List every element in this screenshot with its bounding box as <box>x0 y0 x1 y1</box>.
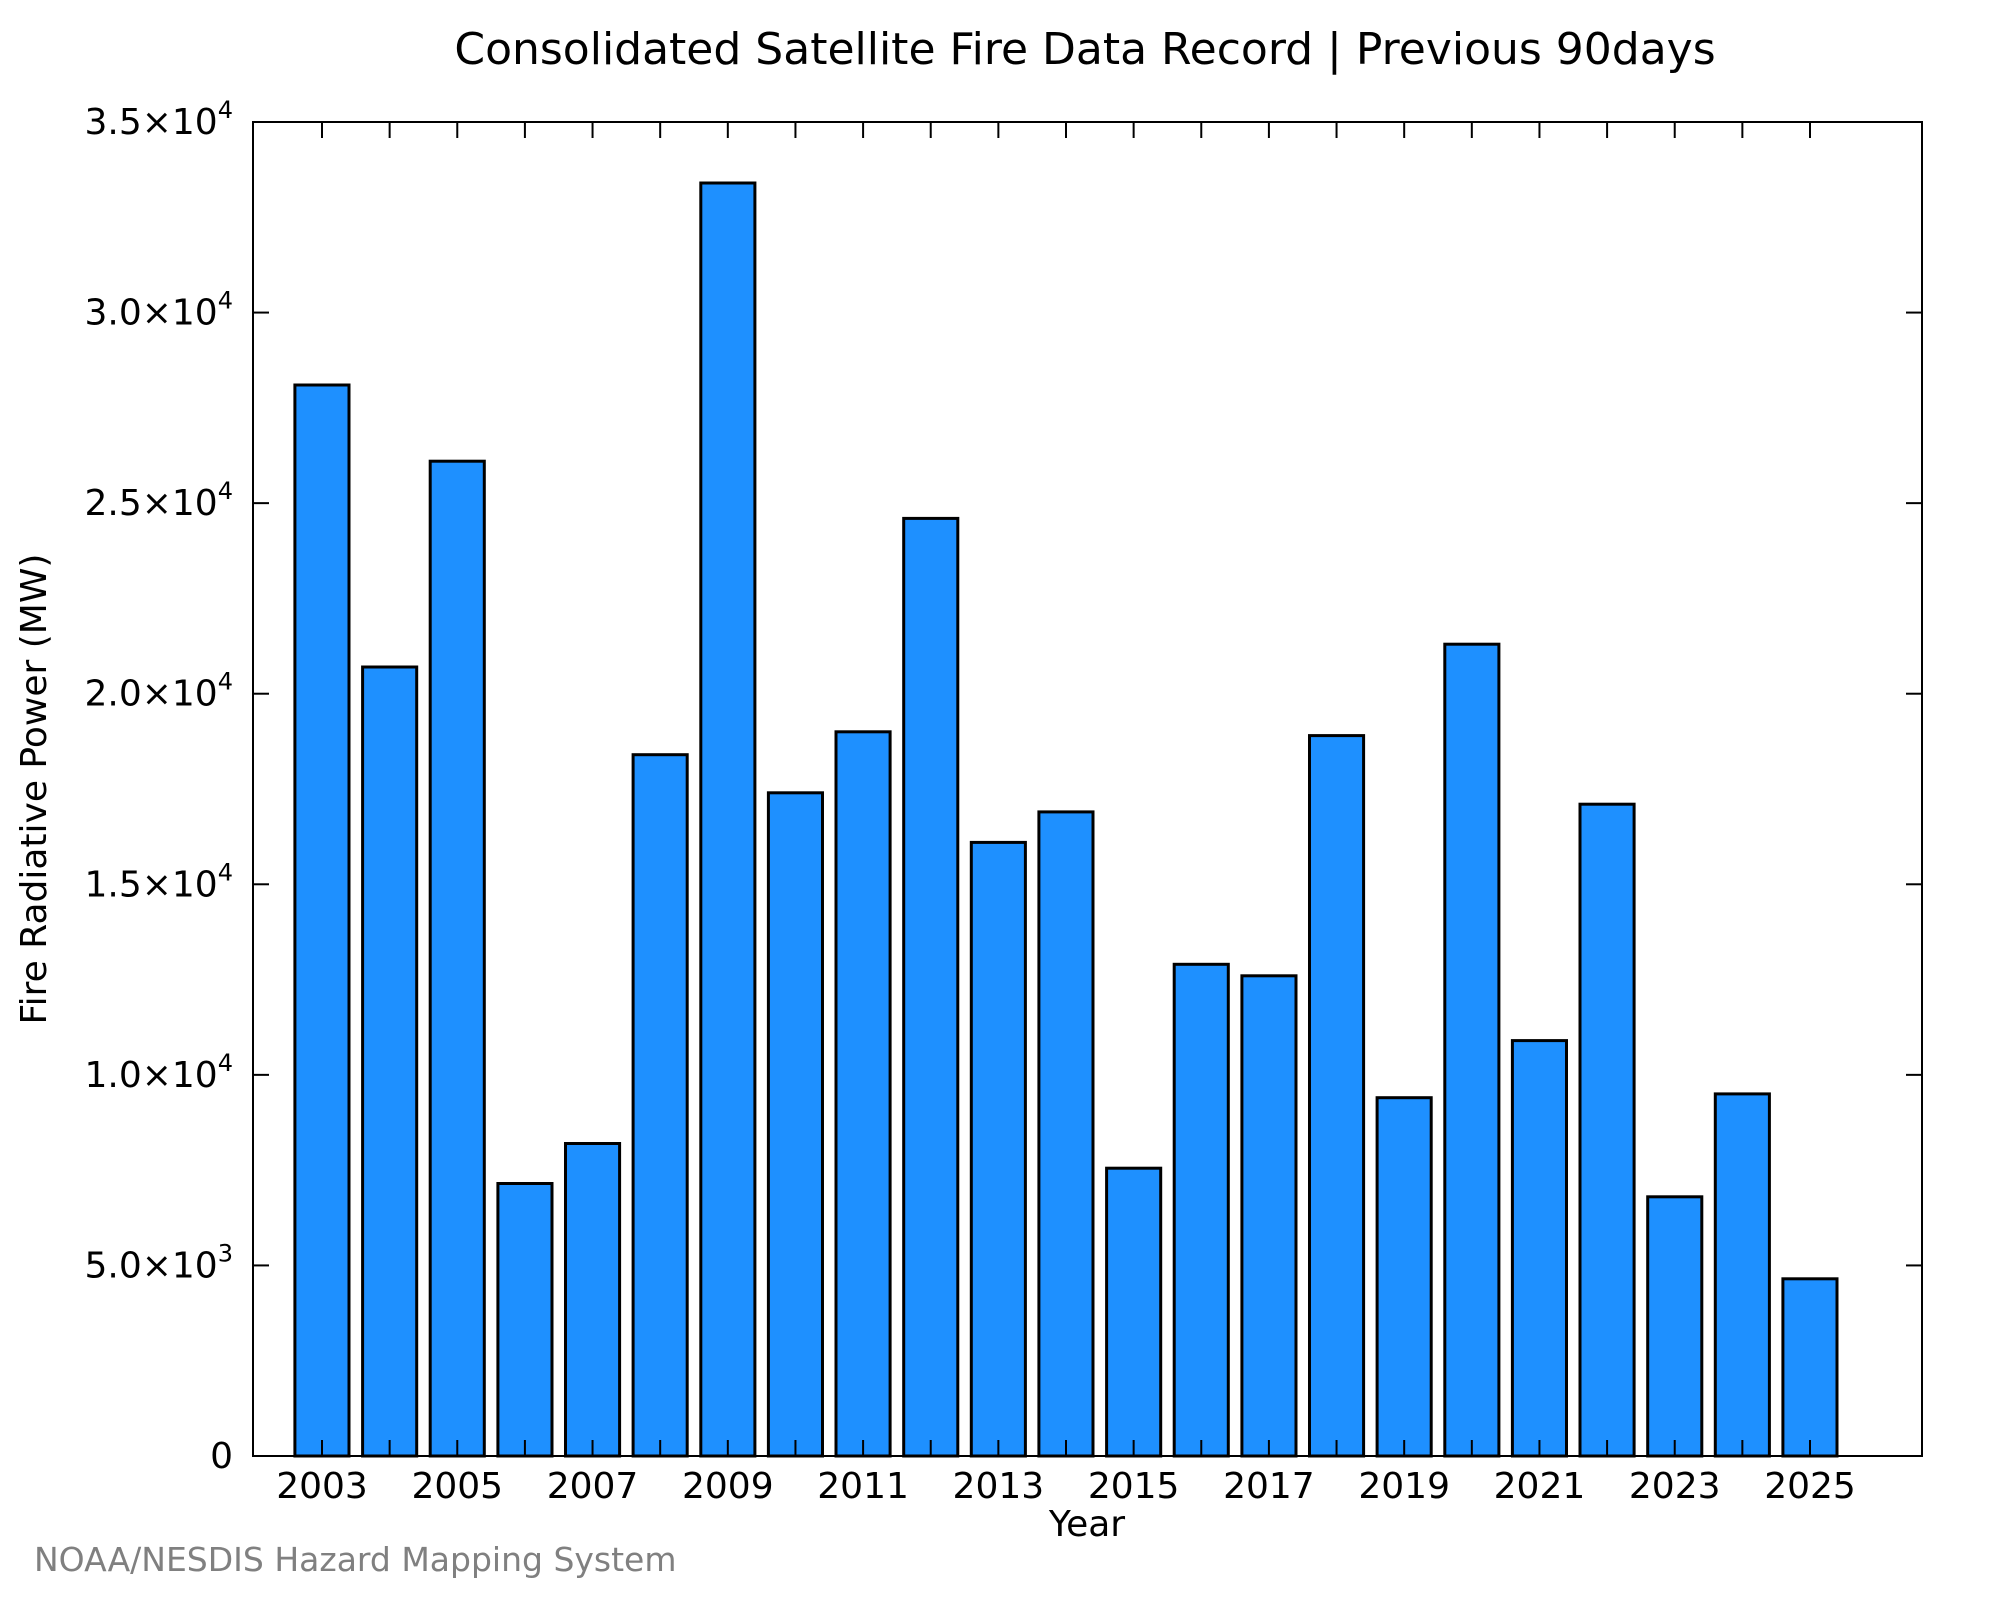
bar-2011 <box>834 730 892 1458</box>
bar-2024 <box>1713 1092 1771 1458</box>
x-tick-label-2011: 2011 <box>817 1466 909 1507</box>
x-tick-label-2017: 2017 <box>1223 1466 1315 1507</box>
bar-2021 <box>1510 1039 1569 1458</box>
bar-2010 <box>766 791 825 1458</box>
bar-2017 <box>1240 974 1298 1458</box>
y-tick-label: 0 <box>210 1436 233 1477</box>
y-tick-label: 1.5×104 <box>84 858 233 905</box>
x-tick-label-2003: 2003 <box>276 1466 368 1507</box>
bar-2004 <box>361 665 419 1458</box>
x-tick-label-2007: 2007 <box>547 1466 639 1507</box>
y-tick-label: 1.0×104 <box>84 1049 233 1096</box>
y-tick-label: 3.5×104 <box>84 96 233 143</box>
bar-2016 <box>1172 962 1230 1458</box>
x-tick-label-2023: 2023 <box>1629 1466 1721 1507</box>
x-tick-label-2005: 2005 <box>411 1466 503 1507</box>
bar-2025 <box>1781 1277 1839 1458</box>
y-tick-label: 2.5×104 <box>84 477 233 524</box>
bar-2018 <box>1308 734 1366 1458</box>
x-tick-label-2021: 2021 <box>1494 1466 1586 1507</box>
y-tick-label: 3.0×104 <box>84 287 233 334</box>
bar-2012 <box>902 516 960 1458</box>
bar-2003 <box>293 383 351 1458</box>
y-axis: 0 5.0×103 1.0×104 1.5×104 2.0×104 2.5×104 3.0×… <box>84 96 1922 1477</box>
bar-2015 <box>1105 1166 1163 1458</box>
x-tick-label-2025: 2025 <box>1764 1466 1856 1507</box>
y-tick-label: 2.0×104 <box>84 668 233 715</box>
chart-title: Consolidated Satellite Fire Data Record … <box>454 24 1715 75</box>
bar-2008 <box>631 753 689 1458</box>
x-tick-label-2019: 2019 <box>1358 1466 1450 1507</box>
x-axis-label: Year <box>1048 1504 1125 1545</box>
bar-2023 <box>1646 1195 1704 1458</box>
y-tick-label: 5.0×103 <box>84 1239 233 1286</box>
bar-2020 <box>1443 642 1501 1458</box>
bar-2014 <box>1037 810 1095 1458</box>
bar-2007 <box>564 1142 622 1458</box>
bar-2006 <box>496 1182 554 1458</box>
y-axis-label: Fire Radiative Power (MW) <box>14 554 55 1025</box>
bar-2022 <box>1578 802 1636 1458</box>
x-axis: 2003 2005 2007 2009 2011 2013 2015 2017 2019 2021… <box>276 122 1856 1507</box>
x-tick-label-2015: 2015 <box>1088 1466 1180 1507</box>
bar-2005 <box>428 459 486 1458</box>
bar-2013 <box>969 840 1027 1458</box>
x-tick-label-2009: 2009 <box>682 1466 774 1507</box>
bar-2009 <box>699 181 757 1458</box>
x-tick-label-2013: 2013 <box>953 1466 1045 1507</box>
bars-group <box>293 181 1839 1458</box>
bar-2019 <box>1375 1096 1433 1458</box>
footer-credit: NOAA/NESDIS Hazard Mapping System <box>34 1540 677 1579</box>
